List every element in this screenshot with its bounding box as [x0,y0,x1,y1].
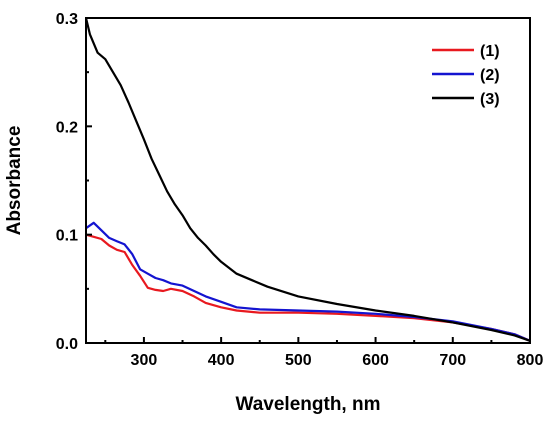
series-line-1 [85,233,531,342]
plot-frame [85,17,531,344]
y-axis: 0.0 0.1 0.2 0.3 [56,11,92,353]
x-tick-label: 400 [208,352,235,369]
x-axis: 300 400 500 600 700 800 [104,337,544,369]
legend-label-2: (2) [480,67,500,84]
x-tick-label: 600 [362,352,389,369]
legend-label-3: (3) [480,91,500,108]
legend: (1) (2) (3) [432,43,500,108]
y-tick-label: 0.1 [56,228,78,245]
series-line-2 [85,221,531,342]
y-tick-label: 0.2 [56,119,78,136]
y-tick-label: 0.3 [56,11,78,28]
series-line-3 [84,17,531,342]
x-axis-title: Wavelength, nm [236,394,381,415]
x-tick-label: 800 [517,352,544,369]
y-tick-label: 0.0 [56,336,78,353]
x-tick-label: 700 [439,352,466,369]
x-tick-label: 300 [131,352,158,369]
series-layer [84,17,531,342]
y-axis-title: Absorbance [4,126,25,236]
x-tick-label: 500 [285,352,312,369]
legend-label-1: (1) [480,43,500,60]
